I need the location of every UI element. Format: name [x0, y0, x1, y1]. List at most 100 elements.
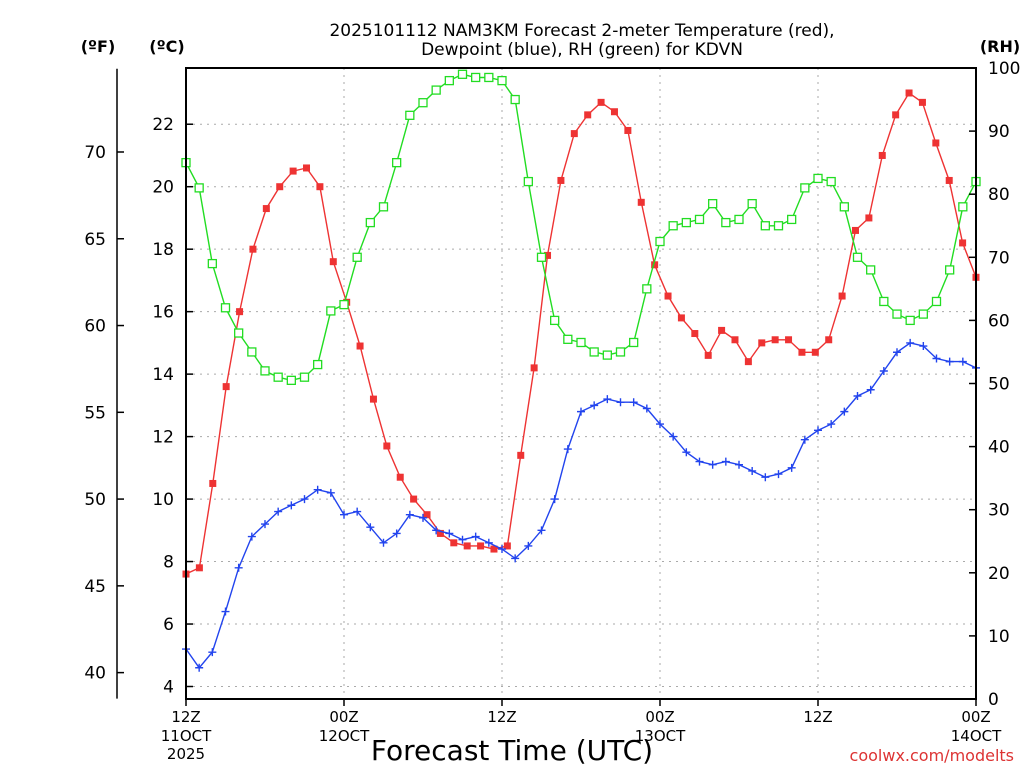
2-meter-temperature-point: [544, 251, 552, 259]
rh-point: [918, 309, 928, 319]
2-meter-temperature-point: [878, 151, 886, 159]
2-meter-temperature-point: [463, 542, 471, 550]
dewpoint-point: [405, 510, 414, 519]
rh-tick-label: 70: [988, 248, 1010, 268]
dewpoint-point: [932, 354, 941, 363]
rh-point: [510, 94, 520, 105]
dewpoint-point: [208, 648, 217, 657]
fahrenheit-tick-label: 65: [84, 230, 106, 250]
dewpoint-point: [563, 445, 572, 454]
2-meter-temperature-point: [222, 383, 230, 391]
x-tick-year: 2025: [167, 745, 205, 763]
2-meter-temperature-point: [423, 511, 431, 519]
dewpoint-point: [827, 420, 836, 429]
rh-point: [773, 221, 784, 231]
2-meter-temperature-point: [530, 364, 538, 372]
rh-point: [273, 372, 283, 382]
2-meter-temperature-point: [691, 330, 699, 338]
celsius-tick-label: 10: [152, 490, 174, 510]
dewpoint-point: [524, 541, 533, 550]
2-meter-temperature-point: [517, 451, 525, 459]
2-meter-temperature-point: [450, 539, 458, 547]
rh-point: [313, 359, 323, 370]
dewpoint-point: [511, 554, 520, 563]
2-meter-temperature-point: [396, 473, 404, 481]
2-meter-temperature-point: [811, 348, 819, 356]
dewpoint-point: [853, 391, 862, 400]
rh-point: [866, 265, 876, 275]
dewpoint-point: [893, 348, 901, 357]
dewpoint-point: [419, 513, 427, 522]
grid-lines: [186, 68, 976, 699]
rh-point: [536, 252, 547, 262]
dewpoint-point: [445, 529, 454, 538]
2-meter-temperature-point: [316, 183, 324, 191]
2-meter-temperature-point: [477, 542, 485, 550]
fahrenheit-tick-label: 55: [84, 403, 106, 423]
dewpoint-point: [247, 532, 256, 541]
rh-point: [365, 217, 375, 228]
x-tick-label: 00Z: [329, 708, 358, 726]
dewpoint-point: [735, 460, 743, 469]
rh-point: [523, 176, 533, 187]
dewpoint-point: [392, 529, 401, 538]
dewpoint-point: [945, 357, 954, 366]
rh-point: [760, 221, 770, 231]
2-meter-temperature-point: [383, 442, 391, 450]
2-meter-temperature-point: [825, 336, 833, 344]
rh-point: [444, 75, 454, 86]
2-meter-temperature-point: [785, 336, 793, 344]
2-meter-temperature-point: [758, 339, 766, 347]
2-meter-temperature-point: [945, 176, 953, 184]
rh-point: [299, 372, 310, 382]
rh-point: [747, 199, 757, 209]
rh-tick-label: 90: [988, 122, 1010, 142]
dewpoint-point: [340, 510, 348, 519]
2-meter-temperature-point: [637, 198, 645, 206]
dewpoint-point: [669, 432, 678, 441]
celsius-unit-label: (ºC): [149, 37, 184, 56]
rh-point: [905, 315, 915, 326]
rh-tick-label: 100: [988, 59, 1020, 79]
rh-tick-label: 40: [988, 438, 1010, 458]
rh-point: [339, 299, 349, 310]
rh-point: [220, 303, 231, 313]
dewpoint-point: [471, 532, 480, 541]
2-meter-temperature-point: [570, 130, 578, 138]
dewpoint-point: [195, 663, 204, 672]
rh-tick-label: 20: [988, 564, 1010, 584]
rh-point: [431, 85, 441, 95]
2-meter-temperature-point: [303, 164, 311, 172]
rh-point: [378, 202, 389, 212]
2-meter-temperature-point: [771, 336, 779, 344]
2-meter-temperature-point: [892, 111, 900, 119]
rh-point: [260, 366, 270, 376]
2-meter-temperature-point: [918, 98, 926, 106]
dewpoint-point: [774, 470, 783, 479]
fahrenheit-axis: 40 45 50 55 60 65 70: [84, 68, 124, 699]
2-meter-temperature-point: [597, 98, 605, 106]
rh-point: [405, 110, 415, 120]
dewpoint-point: [537, 526, 546, 535]
2-meter-temperature-point: [704, 351, 712, 359]
dewpoint-point: [906, 338, 915, 347]
celsius-tick-label: 20: [152, 178, 174, 198]
2-meter-temperature-point: [677, 314, 685, 322]
rh-point: [247, 347, 257, 357]
celsius-tick-label: 8: [163, 553, 174, 573]
rh-point: [615, 347, 626, 357]
2-meter-temperature-point: [718, 326, 726, 334]
dewpoint-point: [879, 367, 888, 376]
rh-point: [550, 315, 560, 326]
dewpoint-point: [577, 407, 585, 416]
chart-title-line1: 2025101112 NAM3KM Forecast 2-meter Tempe…: [329, 21, 834, 41]
dewpoint-point: [379, 538, 388, 547]
x-axis-title: Forecast Time (UTC): [371, 734, 653, 767]
2-meter-temperature-point: [289, 167, 297, 175]
2-meter-temperature-point: [329, 258, 337, 266]
x-tick-date: 14OCT: [951, 727, 1002, 745]
series-layer: [181, 69, 981, 672]
2-meter-temperature-point: [356, 342, 364, 350]
